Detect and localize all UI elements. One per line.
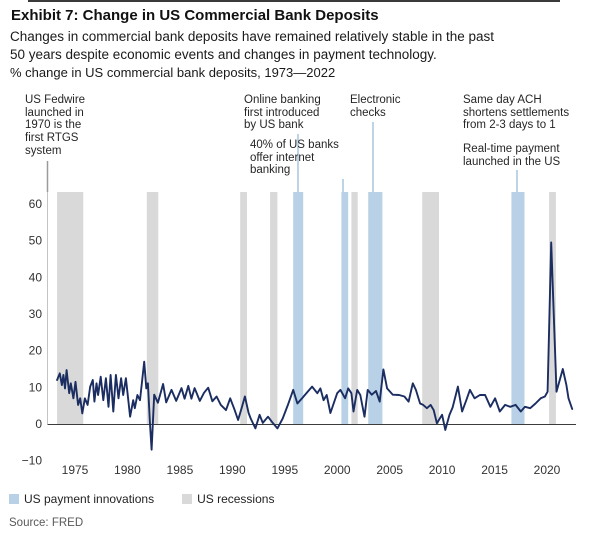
y-tick-label: −10: [22, 454, 43, 468]
legend-item-innovations: US payment innovations: [9, 492, 154, 506]
x-tick-label: 1995: [271, 463, 298, 477]
y-tick-label: 0: [35, 417, 42, 431]
x-tick-label: 1990: [219, 463, 246, 477]
x-tick-label: 2000: [324, 463, 351, 477]
annotation-same-day-ach: Same day ACH shortens settlements from 2…: [463, 94, 570, 132]
x-tick-label: 2020: [534, 463, 561, 477]
deposits-line: [56, 241, 574, 451]
y-tick-label: 50: [29, 234, 43, 248]
x-tick-label: 1980: [114, 463, 141, 477]
y-tick-label: 60: [29, 197, 43, 211]
source-note: Source: FRED: [9, 517, 84, 529]
innovation-swatch-icon: [9, 494, 19, 504]
x-tick-label: 2005: [376, 463, 403, 477]
axis-units-label: % change in US commercial bank deposits,…: [10, 65, 336, 80]
legend-label-innovations: US payment innovations: [24, 492, 155, 506]
x-tick-label: 2015: [481, 463, 508, 477]
annotation-online-banking: Online banking first introduced by US ba…: [244, 94, 321, 132]
x-tick-label: 2010: [429, 463, 456, 477]
recession-band: [351, 192, 358, 424]
y-tick-label: 10: [29, 380, 43, 394]
annotation-real-time-payment: Real-time payment launched in the US: [463, 143, 561, 168]
recession-band: [270, 192, 278, 424]
annotation-fedwire: US Fedwire launched in 1970 is the first…: [25, 94, 86, 157]
recession-band: [549, 192, 556, 424]
recession-band: [146, 192, 159, 424]
chart-legend: US payment innovations US recessions: [9, 492, 274, 506]
recession-band: [422, 192, 439, 424]
top-border: [28, 0, 560, 2]
legend-label-recessions: US recessions: [197, 492, 275, 506]
y-tick-label: 40: [29, 270, 43, 284]
y-tick-label: 20: [29, 344, 43, 358]
innovation-band: [368, 192, 383, 424]
annotation-internet-banking-40pct: 40% of US banks offer internet banking: [250, 139, 339, 177]
innovation-band: [293, 192, 304, 424]
legend-item-recessions: US recessions: [182, 492, 274, 506]
recession-band: [240, 192, 247, 424]
exhibit-subtitle: Changes in commercial bank deposits have…: [10, 29, 495, 62]
exhibit-title: Exhibit 7: Change in US Commercial Bank …: [11, 7, 379, 24]
innovation-band: [511, 192, 525, 424]
x-tick-label: 1985: [167, 463, 194, 477]
annotation-electronic-checks: Electronic checks: [350, 94, 401, 119]
innovation-band: [341, 192, 349, 424]
x-tick-label: 1975: [62, 463, 89, 477]
recession-swatch-icon: [182, 494, 193, 504]
y-tick-label: 30: [29, 307, 43, 321]
